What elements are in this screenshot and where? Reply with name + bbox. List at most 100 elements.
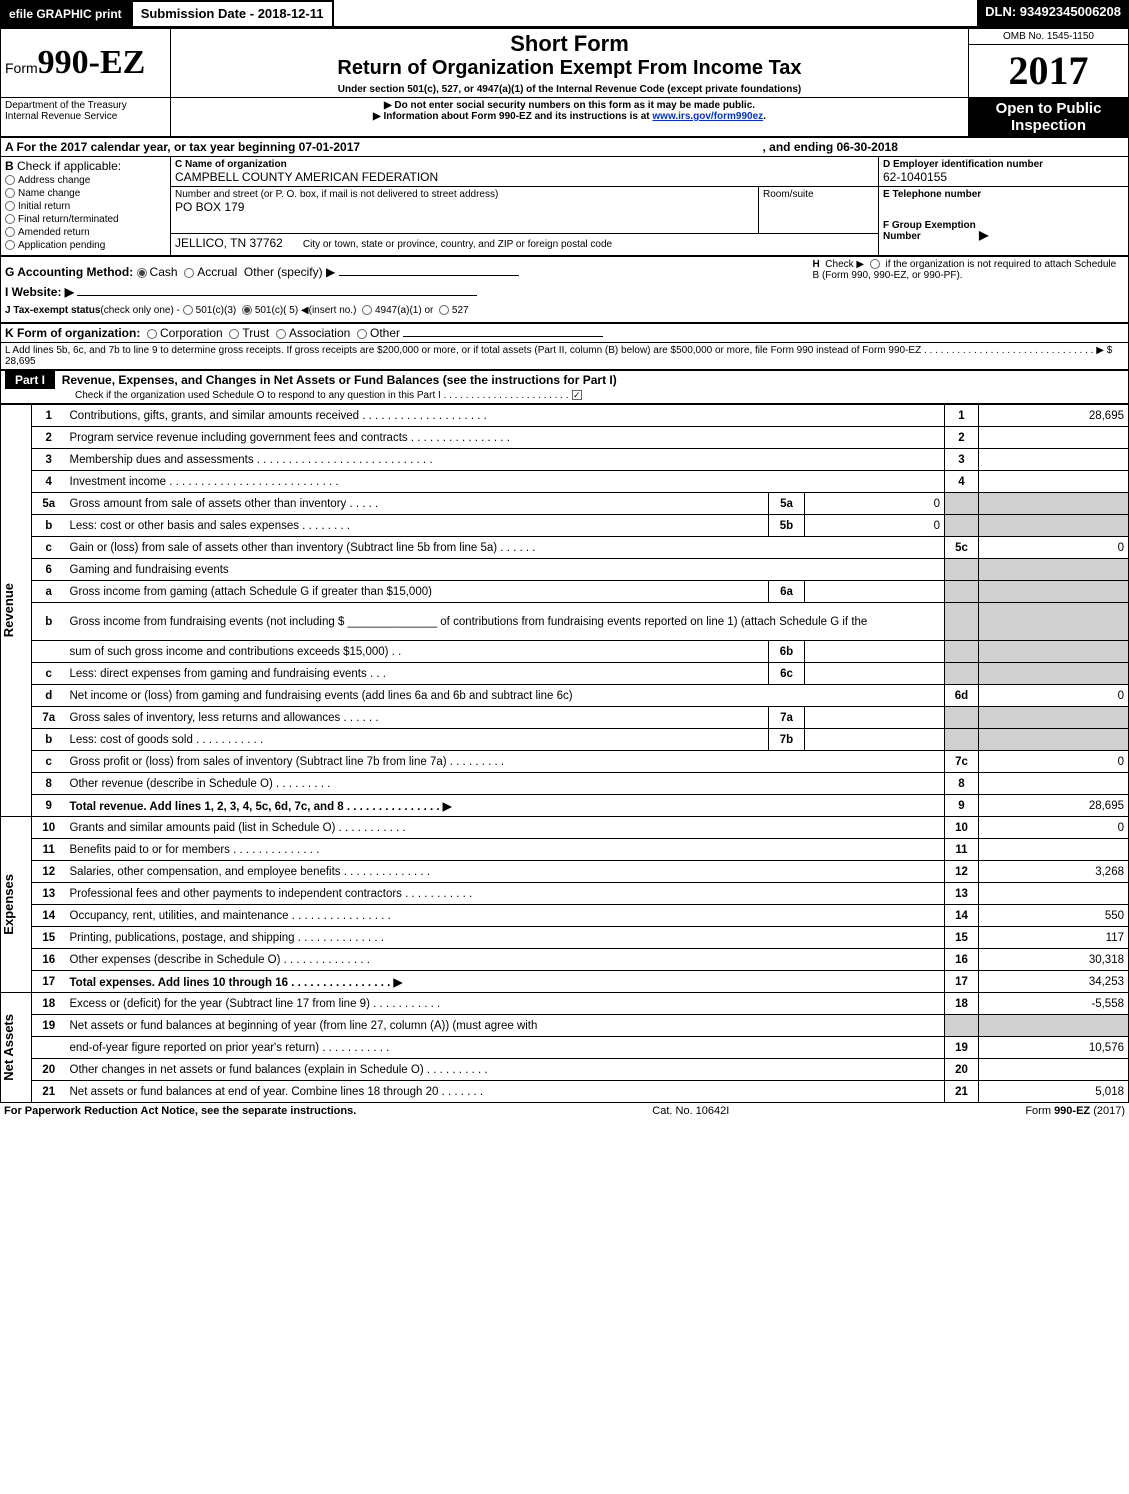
subtitle: Under section 501(c), 527, or 4947(a)(1)… — [175, 84, 964, 95]
line-box — [945, 663, 979, 685]
b-item-label: Application pending — [18, 240, 105, 251]
line-number: c — [32, 663, 66, 685]
footer-right-form: 990-EZ — [1054, 1105, 1090, 1117]
b-item-radio[interactable] — [5, 188, 15, 198]
b-label: B — [5, 159, 14, 173]
line-box: 20 — [945, 1059, 979, 1081]
line-number: 21 — [32, 1081, 66, 1103]
k-other-radio[interactable] — [357, 329, 367, 339]
line-box — [945, 581, 979, 603]
k-opt1: Trust — [242, 326, 269, 340]
line-number — [32, 641, 66, 663]
j-opt0: 501(c)(3) — [196, 305, 237, 316]
lines-table: Revenue1Contributions, gifts, grants, an… — [0, 404, 1129, 1103]
line-desc: Excess or (deficit) for the year (Subtra… — [66, 993, 945, 1015]
info-table: A For the 2017 calendar year, or tax yea… — [0, 137, 1129, 256]
street-value: PO BOX 179 — [175, 200, 754, 214]
tax-year: 2017 — [969, 45, 1129, 98]
line-number — [32, 1037, 66, 1059]
line-number: b — [32, 515, 66, 537]
line-box: 15 — [945, 927, 979, 949]
line-desc: Less: cost or other basis and sales expe… — [66, 515, 769, 537]
accounting-other-input[interactable] — [339, 275, 519, 276]
line-number: 2 — [32, 427, 66, 449]
k-opt0: Corporation — [160, 326, 223, 340]
j-4947-radio[interactable] — [362, 305, 372, 315]
mid-box-label: 5b — [769, 515, 805, 537]
line-desc: Gross income from fundraising events (no… — [66, 603, 945, 641]
line-amount — [979, 1059, 1129, 1081]
efile-print-button[interactable]: efile GRAPHIC print — [0, 0, 131, 28]
line-number: 16 — [32, 949, 66, 971]
line-number: b — [32, 603, 66, 641]
mid-box-amount — [805, 641, 945, 663]
line-box — [945, 515, 979, 537]
b-item-radio[interactable] — [5, 214, 15, 224]
line-box: 1 — [945, 405, 979, 427]
line-box: 9 — [945, 795, 979, 817]
mid-box-amount — [805, 707, 945, 729]
mid-box-label: 6c — [769, 663, 805, 685]
city-value: JELLICO, TN 37762 — [175, 236, 283, 250]
line-desc: Occupancy, rent, utilities, and maintena… — [66, 905, 945, 927]
b-item-radio[interactable] — [5, 175, 15, 185]
line-desc: Professional fees and other payments to … — [66, 883, 945, 905]
line-desc: Gross amount from sale of assets other t… — [66, 493, 769, 515]
b-item-radio[interactable] — [5, 227, 15, 237]
line-box: 8 — [945, 773, 979, 795]
k-trust-radio[interactable] — [229, 329, 239, 339]
line-number: 20 — [32, 1059, 66, 1081]
city-label: City or town, state or province, country… — [303, 239, 612, 250]
k-other-input[interactable] — [403, 336, 603, 337]
j-527-radio[interactable] — [439, 305, 449, 315]
line-amount — [979, 603, 1129, 641]
line-amount: 5,018 — [979, 1081, 1129, 1103]
line-amount — [979, 581, 1129, 603]
accounting-cash: Cash — [150, 265, 178, 279]
line-amount — [979, 471, 1129, 493]
form-prefix: Form — [5, 60, 38, 76]
k-corp-radio[interactable] — [147, 329, 157, 339]
mid-box-amount: 0 — [805, 493, 945, 515]
line-number: c — [32, 751, 66, 773]
line-amount: 30,318 — [979, 949, 1129, 971]
line-box: 19 — [945, 1037, 979, 1059]
line-amount — [979, 839, 1129, 861]
j-501c3-radio[interactable] — [183, 305, 193, 315]
line-box: 17 — [945, 971, 979, 993]
line-number: c — [32, 537, 66, 559]
accounting-accrual: Accrual — [197, 265, 237, 279]
j-501c-radio[interactable] — [242, 305, 252, 315]
part1-checkbox[interactable] — [572, 390, 582, 400]
website-input[interactable] — [77, 295, 477, 296]
info-post: . — [763, 111, 766, 122]
line-amount — [979, 427, 1129, 449]
k-opt2: Association — [289, 326, 350, 340]
b-item-radio[interactable] — [5, 201, 15, 211]
i-label: I Website: ▶ — [5, 285, 74, 299]
ghij-table: G Accounting Method: Cash Accrual Other … — [0, 256, 1129, 323]
j-note: (check only one) - — [100, 305, 179, 316]
section-vlabel: Net Assets — [1, 1010, 16, 1085]
b-item-radio[interactable] — [5, 240, 15, 250]
line-desc: sum of such gross income and contributio… — [66, 641, 769, 663]
line-amount — [979, 559, 1129, 581]
line-amount: 0 — [979, 537, 1129, 559]
line-amount: 0 — [979, 685, 1129, 707]
accounting-cash-radio[interactable] — [137, 268, 147, 278]
h-radio[interactable] — [870, 259, 880, 269]
line-amount — [979, 641, 1129, 663]
h-check: Check ▶ — [825, 259, 864, 270]
line-desc: Salaries, other compensation, and employ… — [66, 861, 945, 883]
top-bar: efile GRAPHIC print Submission Date - 20… — [0, 0, 1129, 28]
check-if-applicable: Check if applicable: — [17, 159, 121, 173]
line-a: A For the 2017 calendar year, or tax yea… — [5, 140, 360, 154]
irs-link[interactable]: www.irs.gov/form990ez — [652, 111, 763, 122]
k-assoc-radio[interactable] — [276, 329, 286, 339]
line-box — [945, 729, 979, 751]
line-amount — [979, 1015, 1129, 1037]
d-label: D Employer identification number — [883, 159, 1124, 170]
room-suite-label: Room/suite — [759, 187, 879, 234]
short-form-title: Short Form — [175, 31, 964, 57]
accounting-accrual-radio[interactable] — [184, 268, 194, 278]
